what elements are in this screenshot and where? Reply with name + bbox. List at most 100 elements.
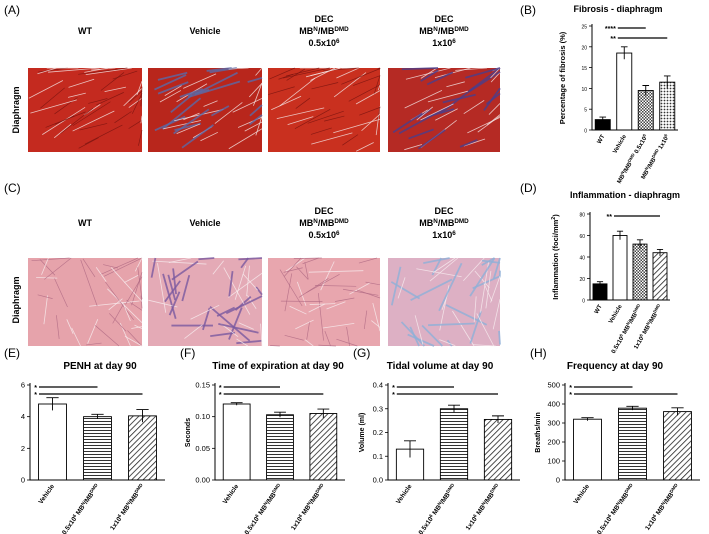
x-tick-label: 1x106 MBN/MBDMD [289, 482, 328, 532]
texture-stroke [490, 72, 501, 83]
superscript: N [262, 501, 268, 507]
y-axis-label: Percentage of fibrosis (%) [558, 31, 567, 124]
bar [266, 414, 294, 481]
texture-stroke [305, 67, 341, 78]
texture-stroke [255, 67, 263, 76]
texture-stroke [323, 67, 359, 71]
y-tick-label: 20 [579, 277, 585, 283]
bar [483, 418, 513, 481]
texture-stroke [138, 129, 143, 146]
text-part: /MB [618, 491, 631, 505]
texture-stroke [409, 326, 420, 347]
texture-stroke [157, 263, 167, 313]
y-axis-label: Inflammation (foci/mm2) [551, 214, 560, 300]
axis [29, 383, 165, 481]
texture-stroke [112, 302, 125, 324]
texture-stroke [253, 82, 263, 106]
text-part: MB [256, 504, 269, 518]
text-part: MB [609, 504, 622, 518]
error-bar [491, 415, 505, 423]
texture-stroke [134, 257, 143, 272]
texture-stroke [41, 257, 49, 275]
texture-stroke [446, 81, 465, 88]
texture-stroke [89, 300, 140, 307]
texture-stroke [420, 103, 454, 121]
texture-stroke [167, 274, 176, 301]
texture-stroke [356, 142, 374, 152]
texture-stroke [377, 84, 381, 91]
texture-stroke [283, 267, 303, 273]
micrograph-texture [28, 67, 143, 149]
superscript: DMD [632, 303, 641, 314]
texture-stroke [131, 272, 143, 306]
texture-stroke [488, 103, 501, 115]
texture-stroke [392, 112, 423, 134]
texture-stroke [31, 257, 70, 262]
texture-stroke [342, 134, 359, 146]
x-tick-label: Vehicle [222, 483, 241, 506]
texture-stroke [94, 325, 120, 347]
texture-stroke [420, 67, 438, 79]
texture-stroke [307, 110, 344, 124]
texture-stroke [124, 274, 139, 283]
texture-stroke [157, 81, 189, 95]
superscript: 6 [428, 513, 434, 518]
bar [592, 283, 608, 301]
texture-stroke [85, 67, 132, 75]
texture-stroke [124, 335, 143, 347]
significance-label: * [219, 392, 222, 399]
texture-stroke [87, 319, 99, 344]
texture-stroke [174, 109, 224, 122]
texture-stroke [248, 83, 263, 98]
texture-stroke [287, 116, 314, 125]
texture-stroke [289, 305, 307, 315]
texture-stroke [390, 281, 421, 300]
x-tick-label: 0.5x106 MBN/MBDMD [416, 482, 458, 534]
texture-stroke [320, 261, 335, 291]
superscript: N [436, 501, 442, 507]
texture-stroke [324, 330, 331, 347]
texture-stroke [269, 67, 296, 80]
texture-stroke [356, 289, 381, 299]
column-header: 0.5x106 [308, 230, 340, 241]
superscript: 6 [662, 132, 668, 137]
error-bar [230, 402, 243, 406]
chart-title: Fibrosis - diaphragm [573, 4, 662, 14]
text-part: 1x10 [465, 516, 479, 532]
texture-stroke [68, 78, 95, 88]
texture-stroke [246, 265, 250, 297]
texture-stroke [181, 274, 191, 302]
texture-stroke [84, 67, 108, 73]
texture-stroke [154, 74, 187, 91]
texture-stroke [341, 67, 355, 70]
superscript: 6 [336, 38, 340, 45]
text-part: MB [419, 26, 433, 36]
text-part: MB [430, 504, 443, 518]
panel-label: (D) [520, 181, 537, 195]
superscript: 6 [606, 513, 612, 518]
texture-stroke [459, 139, 478, 148]
texture-stroke [88, 98, 108, 104]
texture-stroke [248, 114, 263, 126]
texture-stroke [285, 257, 306, 272]
texture-stroke [284, 334, 304, 341]
texture-stroke [125, 276, 143, 305]
superscript: 6 [254, 513, 260, 518]
texture-stroke [427, 90, 468, 103]
panel-label: (B) [520, 3, 536, 17]
texture-stroke [416, 268, 462, 278]
bar [632, 243, 648, 301]
x-tick-label: 0.5x106 MBN/MBDMD [595, 482, 637, 534]
error-bar [636, 239, 644, 249]
texture-stroke [483, 283, 493, 302]
bar [659, 81, 676, 131]
column-header: DEC [314, 206, 334, 216]
axis [591, 24, 678, 131]
texture-stroke [100, 257, 139, 275]
texture-stroke [341, 68, 381, 85]
texture-stroke [314, 285, 357, 287]
column-header: Vehicle [189, 26, 220, 36]
texture-stroke [268, 86, 295, 95]
texture-stroke [324, 115, 345, 122]
texture-stroke [108, 298, 123, 311]
